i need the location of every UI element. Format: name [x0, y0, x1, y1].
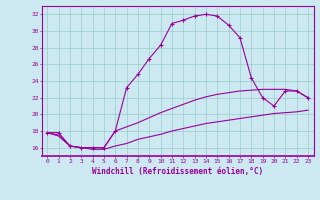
- X-axis label: Windchill (Refroidissement éolien,°C): Windchill (Refroidissement éolien,°C): [92, 167, 263, 176]
